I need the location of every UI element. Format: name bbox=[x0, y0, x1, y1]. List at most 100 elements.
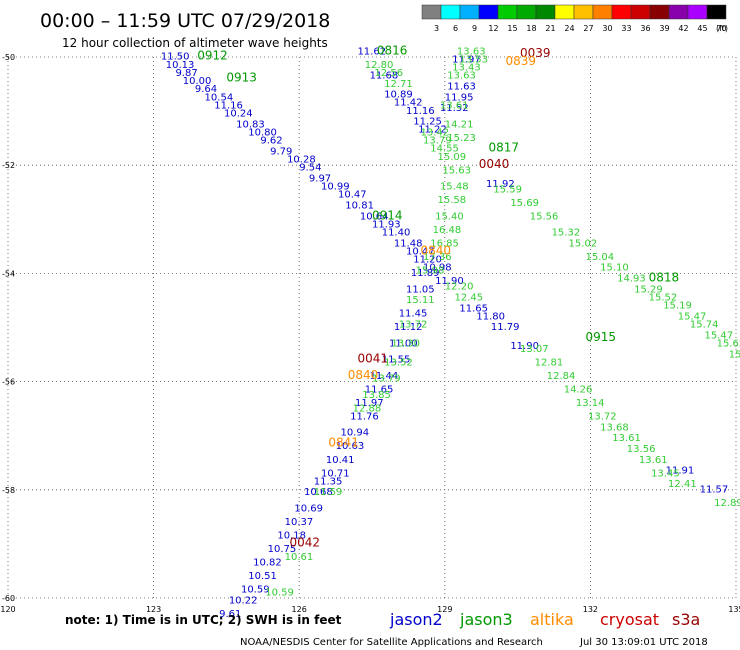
jason3-value: 15.47 bbox=[678, 311, 707, 322]
jason3-value: 13.72 bbox=[588, 411, 617, 422]
color-scale-label: 45 bbox=[697, 24, 707, 33]
jason3-value: 14.55 bbox=[430, 144, 459, 155]
wave-height-points: 11.5010.139.8710.009.6410.5411.1610.2410… bbox=[161, 46, 740, 620]
jason3-value: 15.02 bbox=[569, 238, 598, 249]
color-swatch bbox=[497, 4, 518, 20]
jason3-value: 15.58 bbox=[438, 195, 467, 206]
jason3-value: 15.16 bbox=[729, 349, 740, 360]
color-swatch bbox=[687, 4, 708, 20]
y-tick-label: -58 bbox=[2, 486, 15, 495]
jason2-value: 10.54 bbox=[205, 92, 234, 103]
jason2-value: 11.97 bbox=[355, 398, 384, 409]
jason2-value: 11.95 bbox=[445, 92, 474, 103]
jason2-value: 11.52 bbox=[440, 103, 469, 114]
color-swatch bbox=[440, 4, 461, 20]
track-time-label: 0914 bbox=[372, 208, 403, 222]
jason2-value: 11.68 bbox=[370, 71, 399, 82]
x-tick-label: 129 bbox=[437, 605, 452, 614]
jason2-value: 11.48 bbox=[394, 238, 423, 249]
jason3-value: 17.36 bbox=[423, 252, 452, 263]
color-scale-label: 6 bbox=[453, 24, 458, 33]
legend-jason2: jason2 bbox=[389, 610, 443, 629]
color-scale-label: 39 bbox=[659, 24, 669, 33]
jason2-value: 11.50 bbox=[161, 52, 190, 63]
color-swatch bbox=[554, 4, 575, 20]
jason3-value: 13.79 bbox=[372, 374, 401, 385]
jason2-value: 10.80 bbox=[248, 127, 277, 138]
jason2-value: 10.63 bbox=[336, 441, 365, 452]
jason2-value: 10.00 bbox=[183, 76, 212, 87]
jason2-value: 11.63 bbox=[447, 81, 476, 92]
color-scale-label: 21 bbox=[545, 24, 555, 33]
jason3-value: 12.81 bbox=[535, 357, 564, 368]
jason2-value: 10.64 bbox=[360, 211, 389, 222]
y-tick-label: -60 bbox=[2, 594, 15, 603]
jason3-value: 13.56 bbox=[627, 444, 656, 455]
jason2-value: 10.28 bbox=[287, 154, 316, 165]
jason2-value: 10.69 bbox=[294, 503, 323, 514]
color-scale-label: 18 bbox=[526, 24, 536, 33]
map-grid bbox=[7, 56, 737, 599]
jason3-value: 15.32 bbox=[552, 228, 581, 239]
x-tick-label: 126 bbox=[292, 605, 307, 614]
legend-s3a: s3a bbox=[672, 610, 700, 629]
jason2-value: 10.13 bbox=[166, 60, 195, 71]
jason2-value: 10.98 bbox=[423, 263, 452, 274]
color-swatch bbox=[630, 4, 651, 20]
jason3-value: 14.93 bbox=[617, 274, 646, 285]
color-swatch bbox=[516, 4, 537, 20]
jason3-value: 13.07 bbox=[520, 344, 549, 355]
jason2-value: 11.05 bbox=[406, 284, 435, 295]
jason3-value: 15.47 bbox=[704, 330, 733, 341]
jason3-value: 15.59 bbox=[493, 184, 522, 195]
jason3-value: 13.68 bbox=[600, 422, 629, 433]
jason2-value: 10.59 bbox=[241, 585, 270, 596]
x-tick-label: 123 bbox=[146, 605, 161, 614]
jason3-value: 13.30 bbox=[391, 338, 420, 349]
jason2-value: 11.65 bbox=[365, 384, 394, 395]
jason3-value: 13.63 bbox=[447, 71, 476, 82]
color-scale-unit: (ft) bbox=[716, 24, 728, 33]
track-time-label: 0817 bbox=[488, 141, 519, 155]
jason3-value: 15.62 bbox=[717, 338, 740, 349]
jason3-value: 12.88 bbox=[353, 403, 382, 414]
color-scale-label: 30 bbox=[602, 24, 612, 33]
jason2-value: 10.47 bbox=[406, 246, 435, 257]
color-scale-bar: 3 6 9 12 15 18 21 24 27 30 33 36 39 42 45 70(ft) bbox=[421, 4, 728, 33]
jason2-value: 9.79 bbox=[270, 146, 292, 157]
jason2-value: 10.89 bbox=[384, 90, 413, 101]
jason2-value: 11.12 bbox=[394, 322, 423, 333]
jason2-value: 10.71 bbox=[321, 468, 350, 479]
jason3-value: 12.45 bbox=[455, 292, 484, 303]
legend-cryosat: cryosat bbox=[600, 610, 659, 629]
jason2-value: 10.41 bbox=[326, 455, 355, 466]
track-time-label: 0912 bbox=[197, 49, 228, 63]
jason2-value: 11.90 bbox=[510, 341, 539, 352]
track-time-label: 0840 bbox=[421, 243, 452, 257]
color-scale-label: 70 bbox=[716, 24, 726, 33]
jason3-value: 15.04 bbox=[586, 252, 615, 263]
jason2-value: 11.16 bbox=[214, 100, 243, 111]
jason3-value: 13.14 bbox=[576, 398, 605, 409]
jason3-value: 15.98 bbox=[416, 265, 445, 276]
jason2-value: 11.57 bbox=[700, 485, 729, 496]
jason2-value: 11.97 bbox=[452, 54, 481, 65]
jason2-value: 11.93 bbox=[372, 219, 401, 230]
jason2-value: 11.79 bbox=[491, 322, 520, 333]
jason2-value: 11.20 bbox=[413, 255, 442, 266]
color-scale-label: 33 bbox=[621, 24, 631, 33]
chart-title: 00:00 – 11:59 UTC 07/29/2018 bbox=[40, 10, 330, 32]
jason3-value: 12.20 bbox=[445, 282, 474, 293]
jason2-value: 11.40 bbox=[382, 228, 411, 239]
jason3-value: 15.11 bbox=[406, 295, 435, 306]
color-scale-label: 27 bbox=[583, 24, 593, 33]
longitude-ticks: 120 123 126 129 132 135 bbox=[0, 605, 740, 614]
jason2-value: 9.54 bbox=[299, 163, 321, 174]
jason2-value: 11.25 bbox=[413, 117, 442, 128]
jason2-value: 9.62 bbox=[260, 136, 282, 147]
y-tick-label: -52 bbox=[2, 161, 15, 170]
jason2-value: 10.75 bbox=[268, 544, 297, 555]
jason3-value: 13.79 bbox=[423, 136, 452, 147]
jason3-value: 15.23 bbox=[447, 133, 476, 144]
